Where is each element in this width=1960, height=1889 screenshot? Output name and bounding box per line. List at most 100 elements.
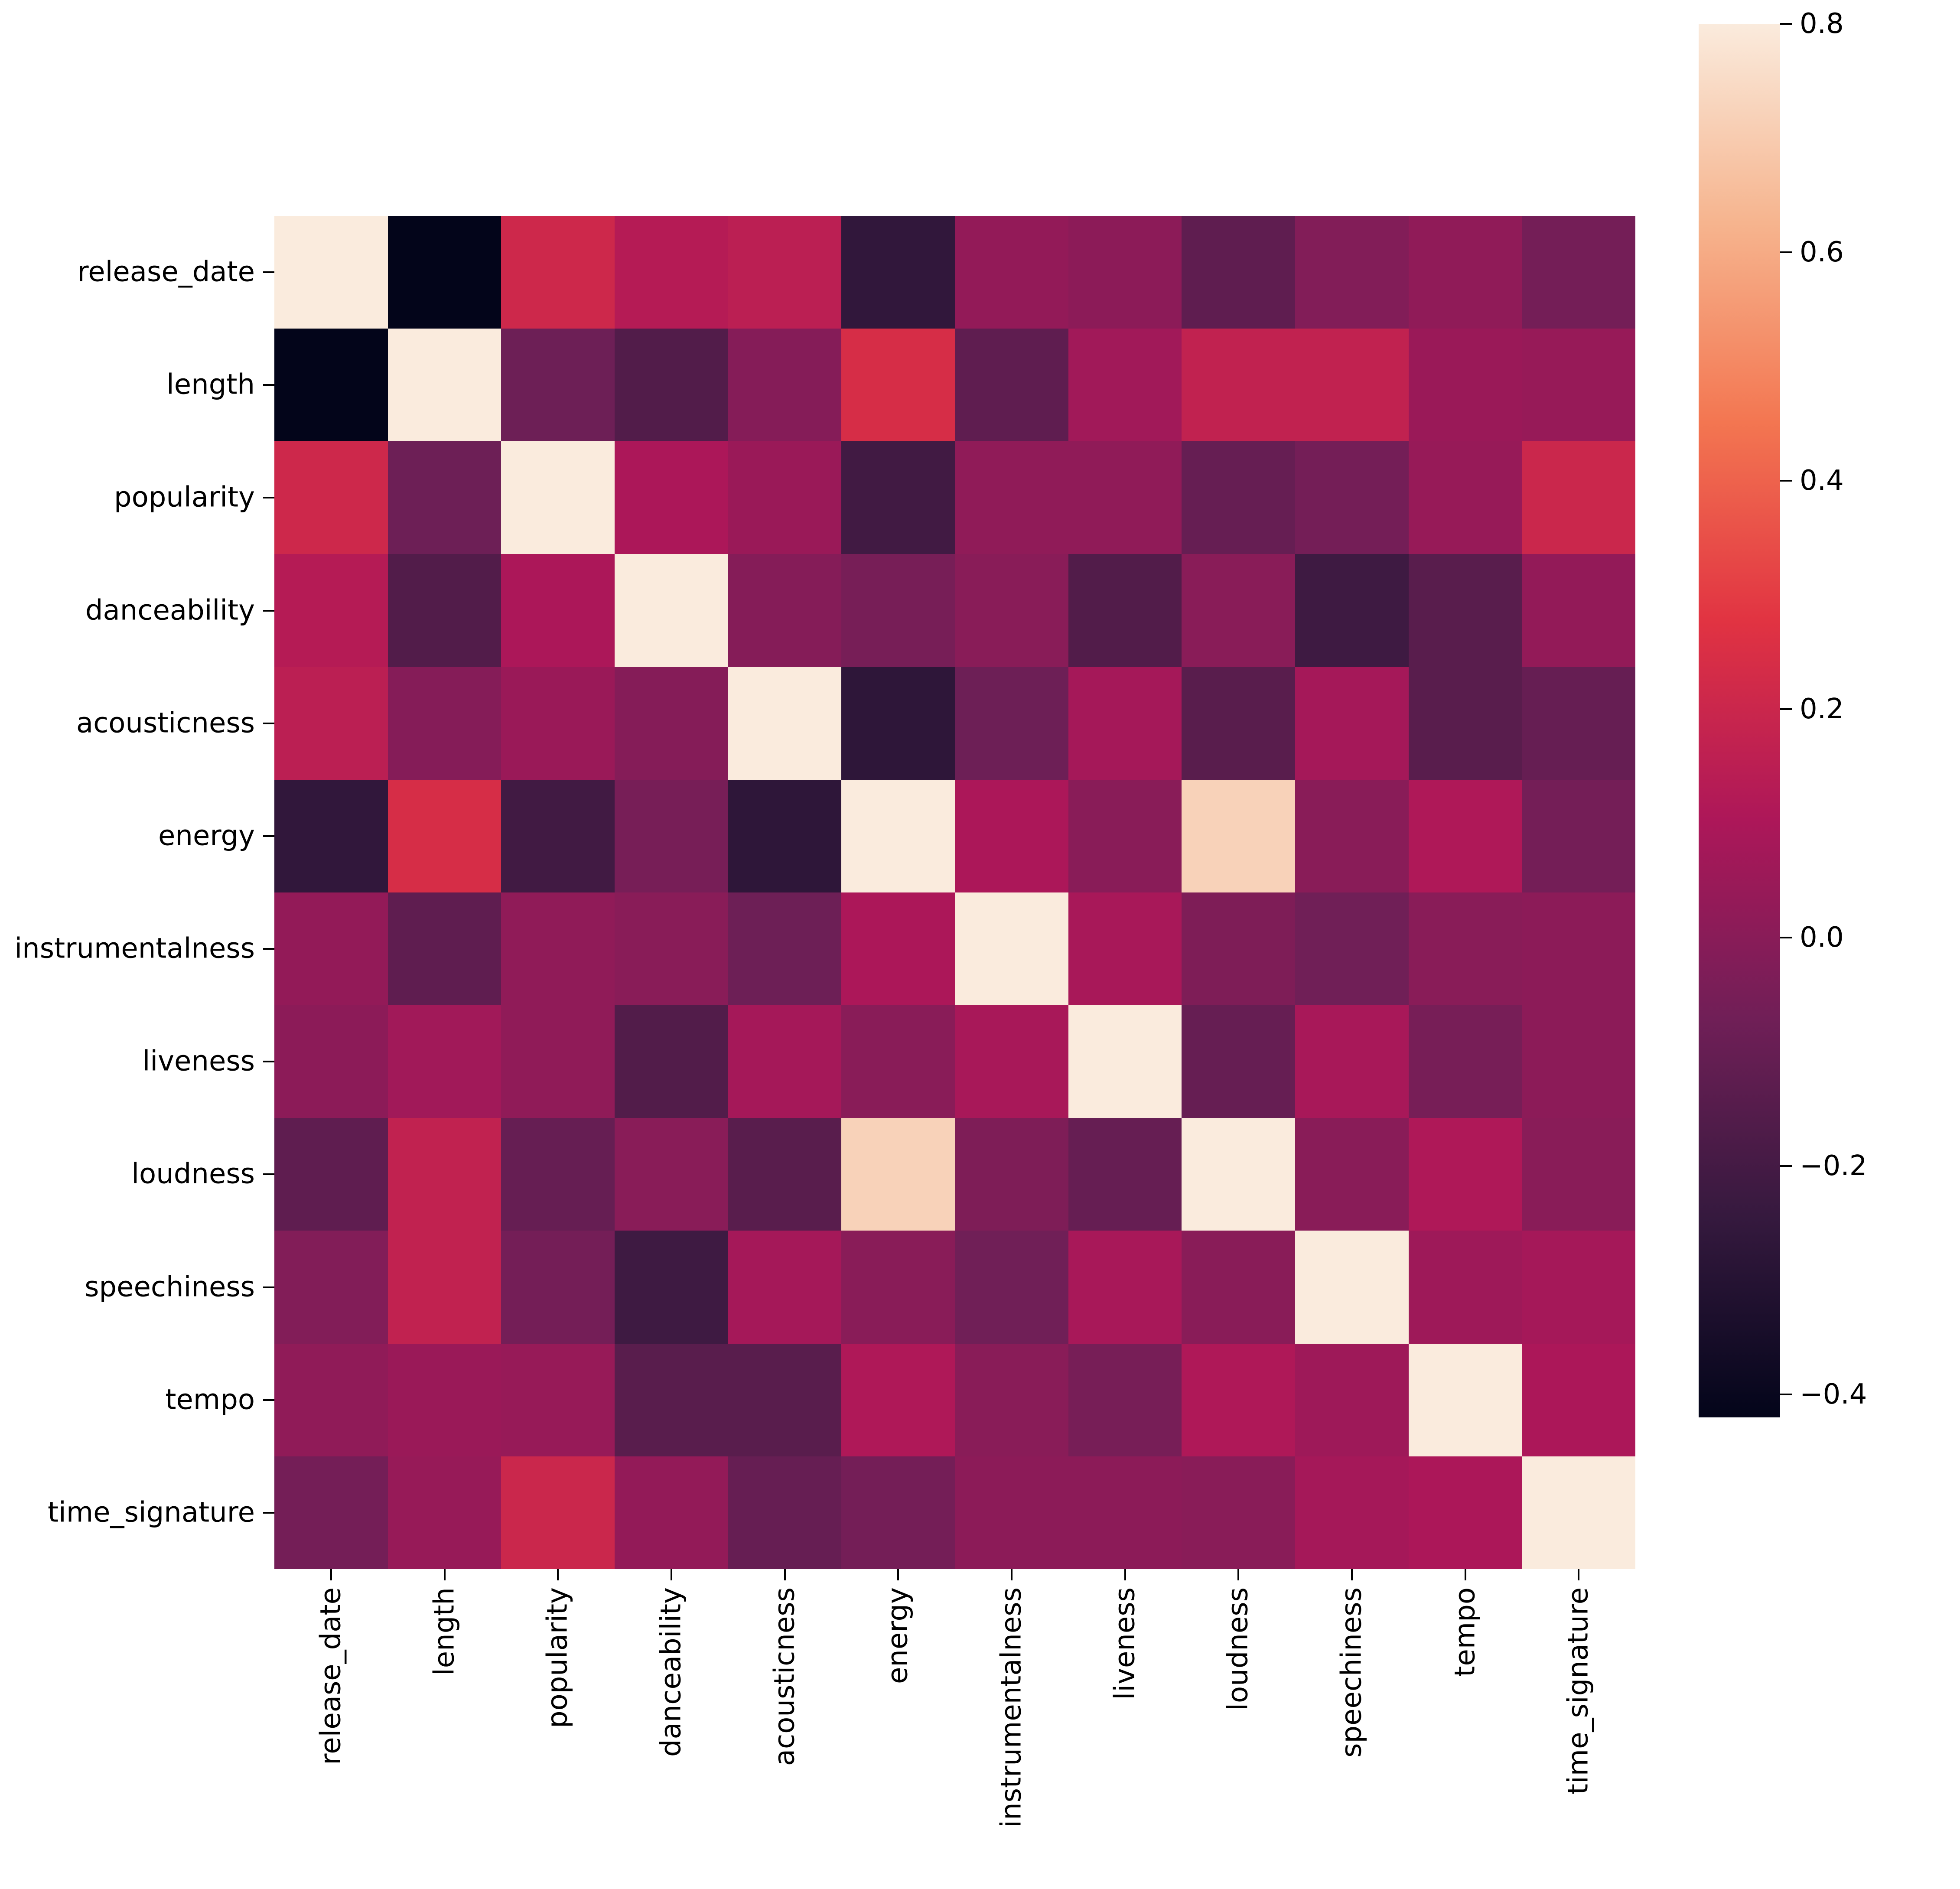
heatmap-cell-loudness-length <box>387 1118 501 1231</box>
y-tick-mark <box>263 722 274 724</box>
heatmap-cell-release_date-liveness <box>1068 216 1182 329</box>
x-tick-mark <box>557 1569 559 1580</box>
heatmap-cell-release_date-tempo <box>1408 216 1522 329</box>
x-tick-label-release_date: release_date <box>315 1587 347 1765</box>
heatmap-cell-acousticness-release_date <box>274 667 388 780</box>
y-tick-label-tempo: tempo <box>165 1384 255 1416</box>
y-tick-label-speechiness: speechiness <box>85 1270 255 1303</box>
heatmap-cell-loudness-tempo <box>1408 1118 1522 1231</box>
x-tick-label-tempo: tempo <box>1449 1587 1481 1677</box>
heatmap-cell-danceability-tempo <box>1408 554 1522 667</box>
heatmap-cell-popularity-popularity <box>501 441 615 554</box>
x-tick-mark <box>1237 1569 1240 1580</box>
colorbar-tick-label: 0.6 <box>1800 236 1844 269</box>
x-tick-mark <box>897 1569 899 1580</box>
x-tick-label-popularity: popularity <box>541 1587 574 1729</box>
y-tick-label-time_signature: time_signature <box>47 1496 255 1529</box>
heatmap-cell-tempo-loudness <box>1182 1343 1295 1456</box>
heatmap-cell-popularity-tempo <box>1408 441 1522 554</box>
y-tick-label-acousticness: acousticness <box>76 707 255 739</box>
heatmap-cell-tempo-time_signature <box>1522 1343 1635 1456</box>
colorbar-tick-mark <box>1780 708 1792 710</box>
heatmap-cell-instrumentalness-time_signature <box>1522 892 1635 1006</box>
y-tick-mark <box>263 835 274 837</box>
heatmap-cell-energy-speechiness <box>1295 779 1409 892</box>
x-tick-mark <box>1578 1569 1580 1580</box>
heatmap-cell-time_signature-loudness <box>1182 1456 1295 1569</box>
heatmap-cell-instrumentalness-instrumentalness <box>954 892 1068 1006</box>
heatmap-cell-time_signature-liveness <box>1068 1456 1182 1569</box>
heatmap-cell-liveness-energy <box>841 1005 955 1118</box>
x-tick-mark <box>1010 1569 1013 1580</box>
heatmap-cell-speechiness-speechiness <box>1295 1231 1409 1344</box>
heatmap-cell-speechiness-release_date <box>274 1231 388 1344</box>
colorbar-tick-mark <box>1780 937 1792 939</box>
colorbar-tick-label: −0.2 <box>1800 1150 1867 1182</box>
x-tick-label-instrumentalness: instrumentalness <box>995 1587 1028 1828</box>
heatmap-cell-length-tempo <box>1408 329 1522 442</box>
heatmap-cell-speechiness-length <box>387 1231 501 1344</box>
heatmap-cell-popularity-length <box>387 441 501 554</box>
heatmap-cell-tempo-liveness <box>1068 1343 1182 1456</box>
heatmap-cell-tempo-instrumentalness <box>954 1343 1068 1456</box>
heatmap-cell-acousticness-danceability <box>614 667 728 780</box>
y-tick-mark <box>263 384 274 386</box>
heatmap-cell-length-danceability <box>614 329 728 442</box>
heatmap-cell-length-release_date <box>274 329 388 442</box>
heatmap-cell-time_signature-acousticness <box>728 1456 842 1569</box>
heatmap-cell-time_signature-danceability <box>614 1456 728 1569</box>
heatmap-cell-danceability-energy <box>841 554 955 667</box>
heatmap-cell-acousticness-length <box>387 667 501 780</box>
colorbar-gradient <box>1699 24 1780 1417</box>
heatmap-cell-instrumentalness-release_date <box>274 892 388 1006</box>
y-tick-label-instrumentalness: instrumentalness <box>14 932 255 965</box>
x-tick-label-danceability: danceability <box>655 1587 687 1757</box>
heatmap-cell-instrumentalness-length <box>387 892 501 1006</box>
heatmap-cell-speechiness-danceability <box>614 1231 728 1344</box>
heatmap-cell-liveness-liveness <box>1068 1005 1182 1118</box>
x-tick-mark <box>1124 1569 1126 1580</box>
y-tick-mark <box>263 271 274 274</box>
heatmap-cell-tempo-length <box>387 1343 501 1456</box>
heatmap-cell-loudness-liveness <box>1068 1118 1182 1231</box>
x-tick-label-time_signature: time_signature <box>1562 1587 1595 1795</box>
heatmap-cell-loudness-popularity <box>501 1118 615 1231</box>
heatmap-cell-length-liveness <box>1068 329 1182 442</box>
colorbar-tick-mark <box>1780 251 1792 254</box>
heatmap-cell-liveness-speechiness <box>1295 1005 1409 1118</box>
colorbar-tick-label: 0.2 <box>1800 693 1844 726</box>
heatmap-cell-instrumentalness-speechiness <box>1295 892 1409 1006</box>
heatmap-cell-acousticness-loudness <box>1182 667 1295 780</box>
heatmap-cell-danceability-speechiness <box>1295 554 1409 667</box>
heatmap-cell-loudness-danceability <box>614 1118 728 1231</box>
heatmap-cell-release_date-length <box>387 216 501 329</box>
heatmap-cell-time_signature-release_date <box>274 1456 388 1569</box>
heatmap-cell-speechiness-loudness <box>1182 1231 1295 1344</box>
heatmap-cell-liveness-danceability <box>614 1005 728 1118</box>
heatmap-cell-time_signature-popularity <box>501 1456 615 1569</box>
heatmap-cell-speechiness-energy <box>841 1231 955 1344</box>
heatmap-cell-tempo-release_date <box>274 1343 388 1456</box>
heatmap-cell-energy-acousticness <box>728 779 842 892</box>
heatmap-cell-loudness-acousticness <box>728 1118 842 1231</box>
heatmap-cell-instrumentalness-liveness <box>1068 892 1182 1006</box>
x-tick-label-speechiness: speechiness <box>1335 1587 1368 1758</box>
heatmap-cell-acousticness-popularity <box>501 667 615 780</box>
heatmap-cell-length-energy <box>841 329 955 442</box>
y-tick-label-release_date: release_date <box>77 256 255 288</box>
heatmap-cell-loudness-energy <box>841 1118 955 1231</box>
heatmap-cell-energy-loudness <box>1182 779 1295 892</box>
heatmap-cell-popularity-instrumentalness <box>954 441 1068 554</box>
heatmap-cell-liveness-release_date <box>274 1005 388 1118</box>
heatmap-cell-danceability-instrumentalness <box>954 554 1068 667</box>
colorbar-tick-label: −0.4 <box>1800 1378 1867 1411</box>
heatmap <box>274 216 1635 1569</box>
heatmap-cell-popularity-speechiness <box>1295 441 1409 554</box>
heatmap-cell-release_date-energy <box>841 216 955 329</box>
heatmap-cell-speechiness-acousticness <box>728 1231 842 1344</box>
heatmap-cell-acousticness-tempo <box>1408 667 1522 780</box>
heatmap-cell-release_date-popularity <box>501 216 615 329</box>
heatmap-cell-tempo-acousticness <box>728 1343 842 1456</box>
heatmap-cell-popularity-danceability <box>614 441 728 554</box>
heatmap-cell-instrumentalness-acousticness <box>728 892 842 1006</box>
